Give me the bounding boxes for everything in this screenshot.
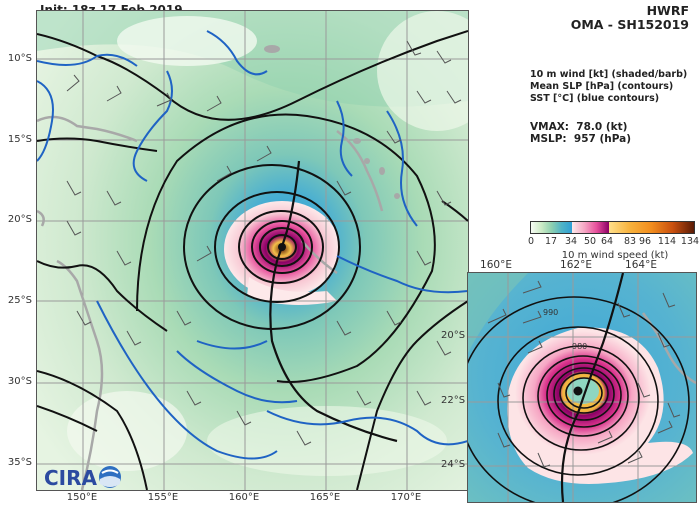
lon-label-160e: 160°E xyxy=(228,492,260,503)
inset-lon-label-160e: 160°E xyxy=(480,259,512,271)
inset-storm-track xyxy=(560,273,625,502)
wind-speed-colorbar xyxy=(530,221,695,234)
inset-contour-label: 990 xyxy=(543,308,558,317)
colorbar-segment-low xyxy=(531,222,573,233)
inset-wind-barbs xyxy=(487,280,681,468)
inset-lat-label-22s: 22°S xyxy=(441,395,466,406)
colorbar-tick: 17 xyxy=(544,236,558,247)
colorbar-title: 10 m wind speed (kt) xyxy=(561,250,669,261)
storm-track xyxy=(269,160,398,443)
lon-label-155e: 155°E xyxy=(147,492,179,503)
colorbar-tick: 83 xyxy=(623,236,637,247)
colorbar-segment-mid xyxy=(572,222,609,233)
inset-zoom-map: 990 980 xyxy=(467,272,697,503)
lon-label-150e: 150°E xyxy=(66,492,98,503)
slp-contours xyxy=(37,30,468,490)
vmax-value: VMAX: 78.0 (kt) xyxy=(530,121,628,133)
colorbar-tick: 50 xyxy=(583,236,597,247)
colorbar-tick: 114 xyxy=(657,236,677,247)
colorbar-tick: 34 xyxy=(564,236,578,247)
wind-field-plot xyxy=(37,11,468,490)
model-title: HWRF xyxy=(646,3,689,18)
mslp-value: MSLP: 957 (hPa) xyxy=(530,133,632,145)
lat-label-10s: 10°S xyxy=(7,53,32,64)
lat-label-30s: 30°S xyxy=(7,376,32,387)
main-map xyxy=(36,10,469,491)
inset-lon-label-162e: 162°E xyxy=(560,259,592,271)
graticule xyxy=(37,11,468,490)
colorbar-tick: 64 xyxy=(600,236,614,247)
lat-label-15s: 15°S xyxy=(7,134,32,145)
inset-lat-label-24s: 24°S xyxy=(441,459,466,470)
inset-lon-label-164e: 164°E xyxy=(625,259,657,271)
storm-id-title: OMA - SH152019 xyxy=(570,17,689,32)
lon-label-170e: 170°E xyxy=(390,492,422,503)
islands xyxy=(264,45,400,199)
colorbar-tick: 96 xyxy=(638,236,652,247)
lat-label-20s: 20°S xyxy=(7,214,32,225)
inset-storm-center xyxy=(573,386,583,396)
cira-logo: CIRA xyxy=(44,464,124,490)
wind-barbs xyxy=(66,40,462,446)
inset-contour-label: 980 xyxy=(572,342,587,351)
colorbar-segment-high xyxy=(608,222,695,233)
legend-wind-description: 10 m wind [kt] (shaded/barb) xyxy=(530,69,688,80)
legend-slp-description: Mean SLP [hPa] (contours) xyxy=(530,81,674,92)
sst-contours xyxy=(37,30,468,460)
storm-center-marker xyxy=(278,243,286,251)
colorbar-tick: 0 xyxy=(527,236,535,247)
inset-slp-contours xyxy=(468,296,690,502)
cira-logo-text: CIRA xyxy=(44,466,98,490)
inset-wind-field-plot: 990 980 xyxy=(468,273,696,502)
legend-sst-description: SST [°C] (blue contours) xyxy=(530,93,660,104)
inset-lat-label-20s: 20°S xyxy=(441,330,466,341)
lat-label-35s: 35°S xyxy=(7,457,32,468)
lon-label-165e: 165°E xyxy=(309,492,341,503)
lat-label-25s: 25°S xyxy=(7,295,32,306)
colorbar-tick: 134 xyxy=(680,236,699,247)
